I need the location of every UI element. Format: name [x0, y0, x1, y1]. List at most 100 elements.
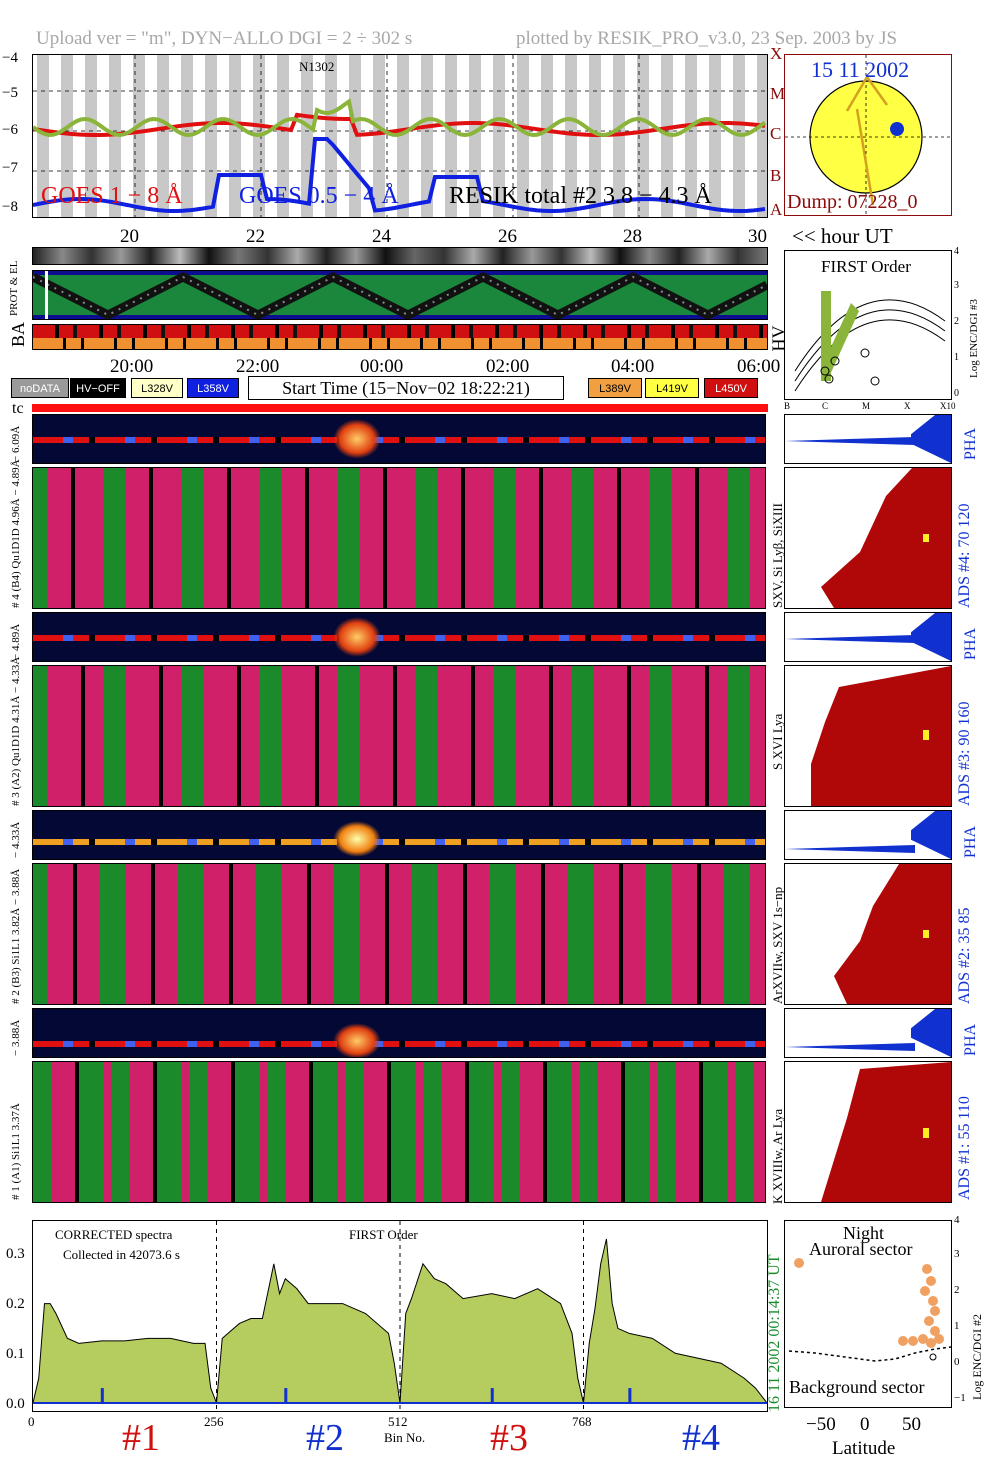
lat-ylabel: Log ENC/DGI #2 — [970, 1314, 984, 1400]
eclipse-band — [37, 55, 49, 217]
goes-ytick: −4 — [2, 50, 18, 66]
spectrogram-ch2 — [32, 863, 766, 1005]
pha-title-ch2: PHA — [962, 825, 979, 858]
flare-class-label: B — [770, 166, 782, 185]
spec-label-ch3: # 3 (A2) Qu1D1D 4.31Å − 4.33Å — [10, 656, 22, 806]
eclipse-band — [685, 55, 697, 217]
l450-badge: L450V — [704, 378, 758, 398]
ads-label-ch4: ADS #4: 70 120 — [956, 503, 973, 608]
lines-label-ch3: S XVI Lya — [770, 713, 785, 770]
start-time-box: Start Time (15−Nov−02 18:22:21) — [248, 376, 564, 400]
first-order-ytick: 3 — [954, 280, 959, 291]
spectra-title: CORRECTED spectra — [55, 1227, 173, 1242]
background-spike-1 — [100, 1388, 104, 1403]
active-region-spot — [890, 122, 904, 136]
eclipse-band — [205, 55, 217, 217]
pha-label-ch3: − 4.89Å — [10, 623, 22, 660]
sun-position-panel: 15 11 2002 Dump: 07228_0 — [784, 54, 952, 216]
ads-hist-ch4 — [784, 467, 952, 609]
pha-hist-ch1 — [784, 1008, 952, 1058]
first-order-xtick: B — [784, 401, 791, 411]
hour-tick: 22 — [246, 226, 265, 247]
header-plot-info: plotted by RESIK_PRO_v3.0, 23 Sep. 2003 … — [516, 28, 898, 49]
pha-map-ch3 — [32, 612, 766, 662]
eclipse-band — [493, 55, 505, 217]
orbit-line — [845, 76, 869, 112]
lat-ytick: 3 — [954, 1248, 960, 1260]
eclipse-band — [757, 55, 767, 217]
header-upload-info: Upload ver = "m", DYN−ALLO DGI = 2 ÷ 302… — [36, 28, 413, 49]
ba-hv-strip — [32, 324, 768, 350]
hour-tick: 28 — [623, 226, 642, 247]
lines-label-ch4: SXV, Si Lyβ, SiXIII — [770, 503, 785, 608]
first-order-ytick: 1 — [954, 352, 959, 363]
hour-tick: 20 — [120, 226, 139, 247]
tc-strip — [32, 404, 768, 412]
flare-class-label: X — [770, 44, 783, 63]
pha-map-ch1 — [32, 1008, 766, 1058]
eclipse-band — [157, 55, 169, 217]
first-order-xtick: X — [904, 401, 911, 411]
utc-tick: 22:00 — [236, 356, 280, 377]
first-order-xtick: M — [862, 401, 871, 411]
utc-tick: 06:00 — [737, 356, 781, 377]
flare-class-label: A — [770, 200, 783, 219]
lat-ytick: 2 — [954, 1284, 960, 1296]
utc-tick: 00:00 — [360, 356, 404, 377]
channel-label-2: #2 — [306, 1417, 344, 1459]
spectrum-series-4 — [582, 1238, 767, 1404]
l419-badge: L419V — [645, 378, 699, 398]
eclipse-band — [709, 55, 721, 217]
corrected-spectra-panel: CORRECTED spectra Collected in 42073.6 s… — [32, 1220, 768, 1412]
spectrogram-ch1 — [32, 1061, 766, 1203]
first-order-title: FIRST Order — [821, 257, 911, 276]
first-order-xtick: C — [822, 401, 829, 411]
orbit-line — [855, 108, 875, 206]
spec-ytick: 0.2 — [6, 1296, 25, 1312]
ads-hist-ch2 — [784, 863, 952, 1005]
first-order-ytick: 4 — [954, 246, 959, 257]
background-spike-4 — [628, 1388, 632, 1403]
first-order-panel: FIRST Order — [784, 250, 952, 400]
spec-label-ch2: # 2 (B3) Si1L1 3.82Å − 3.88Å — [10, 868, 22, 1004]
legend-goes-long: GOES 1 − 8 Å — [41, 183, 183, 209]
goes-long-curve — [33, 112, 766, 137]
channel-label-1: #1 — [122, 1417, 160, 1459]
spectra-timestamp: 16 11 2002 00:14:37 UT — [766, 1254, 783, 1412]
pha-map-ch2 — [32, 810, 766, 860]
ads-hist-ch1 — [784, 1061, 952, 1203]
ads-label-ch1: ADS #1: 55 110 — [956, 1096, 973, 1200]
flare-class-label: C — [770, 124, 782, 143]
lat-ytick: 1 — [954, 1320, 960, 1332]
l358-badge: L358V — [187, 378, 239, 398]
night-label: Night — [843, 1223, 885, 1243]
auroral-sector-label: Auroral sector — [809, 1239, 913, 1259]
pha-title-ch3: PHA — [962, 627, 979, 660]
spec-xtick: 512 — [388, 1414, 408, 1429]
spec-xtick: 256 — [204, 1414, 224, 1429]
l328-badge: L328V — [131, 378, 183, 398]
lat-xlabel: Latitude — [832, 1438, 896, 1459]
el-strip — [32, 247, 768, 265]
lat-ytick: 0 — [954, 1356, 960, 1368]
hour-ut-label: << hour UT — [792, 224, 893, 248]
eclipse-band — [565, 55, 577, 217]
eclipse-band — [373, 55, 385, 217]
hour-tick: 24 — [372, 226, 391, 247]
goes-ytick: −5 — [2, 85, 18, 101]
pha-hist-ch4 — [784, 414, 952, 464]
hour-tick: 30 — [748, 226, 767, 247]
spectrogram-ch3 — [32, 665, 766, 807]
spec-label-ch4: # 4 (B4) Qu1D1D 4.96Å − 4.89Å — [10, 459, 22, 608]
utc-tick: 04:00 — [611, 356, 655, 377]
spec-ytick: 0.1 — [6, 1346, 25, 1362]
eclipse-band — [277, 55, 289, 217]
background-sector-label: Background sector — [789, 1377, 925, 1397]
hv-off-badge: HV−OFF — [70, 378, 126, 398]
first-order-ylabel: Log ENC/DGI #3 — [968, 299, 980, 378]
ba-label: BA — [8, 321, 29, 348]
channel-label-4: #4 — [682, 1417, 720, 1459]
lat-xtick: −50 — [806, 1414, 836, 1435]
goes-ytick: −8 — [2, 199, 18, 215]
hour-tick: 26 — [498, 226, 517, 247]
